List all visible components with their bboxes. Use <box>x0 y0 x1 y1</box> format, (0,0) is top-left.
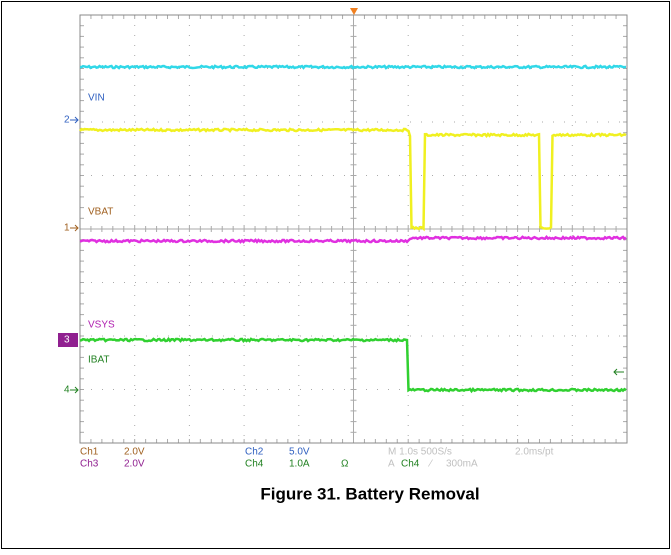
readout: Ch4 <box>401 459 420 470</box>
readout: 300mA <box>446 459 478 470</box>
readout: Ch4 <box>245 459 264 470</box>
caption: Figure 31. Battery Removal <box>260 484 479 503</box>
readout: 2.0V <box>124 447 145 458</box>
readout: A <box>388 459 395 470</box>
trace-vbat <box>79 127 627 232</box>
trigger-level-arrow <box>613 368 624 376</box>
channel-marker: 4 <box>64 385 70 396</box>
readout: Ch2 <box>245 447 264 458</box>
trace-label: IBAT <box>88 355 109 366</box>
trace-vsys <box>79 235 627 244</box>
trace-vin <box>79 64 627 70</box>
trace-label: VSYS <box>88 320 115 331</box>
trace-label: VBAT <box>88 207 113 218</box>
marker-box <box>58 333 78 347</box>
readout: Ω <box>341 459 349 470</box>
readout: 2.0V <box>124 459 145 470</box>
readout: Ch3 <box>80 459 99 470</box>
marker-arrow <box>70 386 79 394</box>
channel-marker: 3 <box>64 335 70 346</box>
marker-arrow <box>70 224 79 232</box>
marker-arrow <box>70 116 79 124</box>
readout: 2.0ms/pt <box>515 447 554 458</box>
screen-border <box>79 14 628 444</box>
readout: 5.0V <box>289 447 310 458</box>
graticule <box>79 14 627 444</box>
trigger-marker <box>350 8 358 15</box>
trace-label: VIN <box>88 93 105 104</box>
readout: M 1.0s 500S/s <box>388 447 452 458</box>
readout: Ch1 <box>80 447 99 458</box>
readout: ⁄ <box>427 459 433 470</box>
channel-marker: 2 <box>64 115 70 126</box>
channel-marker: 1 <box>64 223 70 234</box>
readout: 1.0A <box>289 459 310 470</box>
trace-ibat <box>79 336 627 394</box>
